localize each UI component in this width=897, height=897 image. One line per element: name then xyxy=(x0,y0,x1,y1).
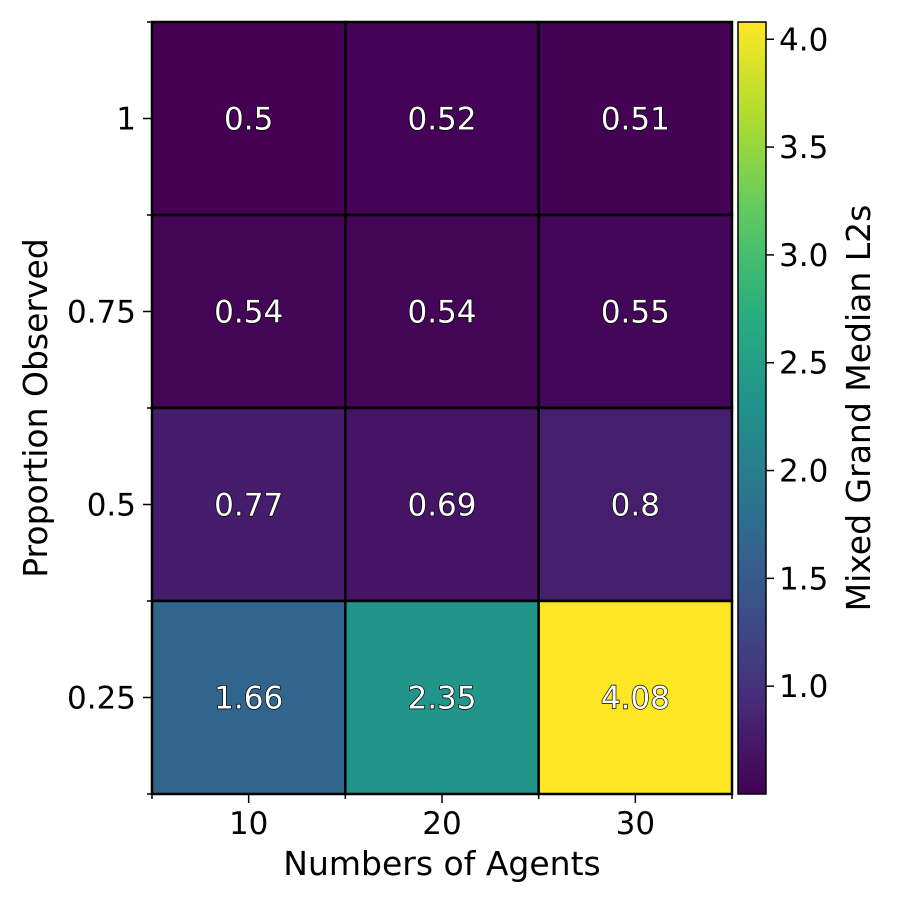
y-tick-label: 0.5 xyxy=(87,488,136,524)
heatmap-cell xyxy=(344,406,540,603)
cell-value-label: 1.66 xyxy=(214,681,283,717)
cell-value-label: 0.69 xyxy=(407,488,476,524)
cell-value-label: 0.55 xyxy=(601,295,670,331)
colorbar-ticks: 1.0 1.5 2.0 2.5 3.0 3.5 4.0 xyxy=(766,22,828,705)
y-tick-label: 0.75 xyxy=(67,295,136,331)
colorbar-tick-label: 4.0 xyxy=(779,22,828,58)
colorbar-tick-label: 3.5 xyxy=(779,130,828,166)
y-axis-label: Proportion Observed xyxy=(16,238,55,578)
colorbar-tick-label: 3.0 xyxy=(779,238,828,274)
cell-value-label: 0.8 xyxy=(611,488,660,524)
heatmap-cell-labels: 0.5 0.52 0.51 0.54 0.54 0.55 0.77 0.69 0.8 1.66 2.… xyxy=(213,101,670,717)
x-axis-label: Numbers of Agents xyxy=(283,844,600,883)
cell-value-label: 0.5 xyxy=(224,102,273,138)
cell-value-label: 0.54 xyxy=(407,295,476,331)
heatmap-cell xyxy=(150,599,347,796)
y-tick-label: 1 xyxy=(116,102,136,138)
colorbar-label: Mixed Grand Median L2s xyxy=(839,205,878,612)
x-tick-label: 30 xyxy=(616,806,655,842)
cell-value-label: 0.77 xyxy=(214,488,283,524)
x-tick-label: 20 xyxy=(422,806,461,842)
y-axis: 1 0.75 0.5 0.25 xyxy=(67,21,152,795)
y-tick-label: 0.25 xyxy=(67,681,136,717)
heatmap-cell xyxy=(344,20,540,217)
colorbar-gradient xyxy=(737,21,767,795)
heatmap-cell xyxy=(537,599,734,796)
colorbar-tick-label: 1.0 xyxy=(779,669,828,705)
cell-value-label: 2.35 xyxy=(407,681,476,717)
heatmap-cells xyxy=(150,20,734,796)
cell-value-label: 0.51 xyxy=(601,102,670,138)
cell-value-label: 4.08 xyxy=(601,681,670,717)
heatmap-cell xyxy=(537,213,734,410)
x-axis: 10 20 30 xyxy=(151,794,733,842)
colorbar: 1.0 1.5 2.0 2.5 3.0 3.5 4.0 xyxy=(737,21,828,795)
cell-value-label: 0.52 xyxy=(407,102,476,138)
colorbar-tick-label: 1.5 xyxy=(779,561,828,597)
colorbar-tick-label: 2.5 xyxy=(779,346,828,382)
x-tick-label: 10 xyxy=(229,806,268,842)
cell-value-label: 0.54 xyxy=(214,295,283,331)
heatmap-cell xyxy=(150,213,347,410)
heatmap-cell xyxy=(344,213,540,410)
colorbar-tick-label: 2.0 xyxy=(779,454,828,490)
heatmap-cell xyxy=(150,20,347,217)
